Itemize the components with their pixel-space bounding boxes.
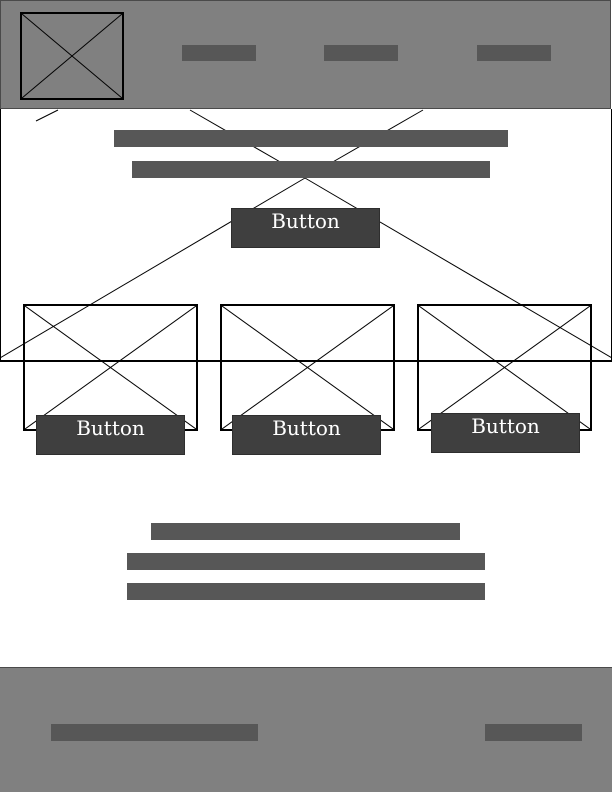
content-text-line-2 bbox=[127, 553, 485, 570]
content-text-line-1 bbox=[151, 523, 460, 540]
image-placeholder-icon bbox=[222, 306, 393, 429]
card-3-image-placeholder[interactable] bbox=[417, 304, 592, 431]
footer-link[interactable] bbox=[485, 724, 582, 741]
card-3-button[interactable]: Button bbox=[431, 413, 580, 453]
card-1-button[interactable]: Button bbox=[36, 415, 185, 455]
image-placeholder-icon bbox=[419, 306, 590, 429]
site-header bbox=[0, 0, 611, 109]
hero-headline bbox=[114, 130, 508, 147]
nav-item-3[interactable] bbox=[477, 45, 551, 61]
footer-text bbox=[51, 724, 258, 741]
image-placeholder-icon bbox=[22, 14, 122, 98]
nav-item-2[interactable] bbox=[324, 45, 398, 61]
hero-subheadline bbox=[132, 161, 490, 178]
site-footer bbox=[0, 667, 612, 792]
card-2-image-placeholder[interactable] bbox=[220, 304, 395, 431]
logo-image-placeholder-icon[interactable] bbox=[20, 12, 124, 100]
content-text-line-3 bbox=[127, 583, 485, 600]
nav-item-1[interactable] bbox=[182, 45, 256, 61]
image-placeholder-icon bbox=[25, 306, 196, 429]
hero-button[interactable]: Button bbox=[231, 208, 380, 248]
card-2-button[interactable]: Button bbox=[232, 415, 381, 455]
card-1-image-placeholder[interactable] bbox=[23, 304, 198, 431]
